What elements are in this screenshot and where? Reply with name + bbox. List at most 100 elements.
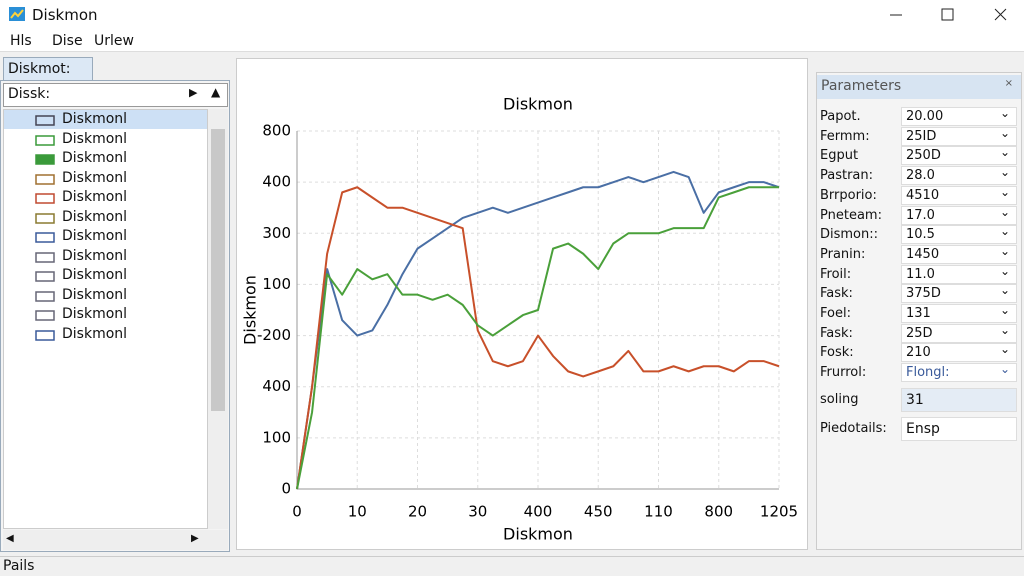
tree-label: Diskmonl [62,247,128,264]
x-tick-label: 800 [704,503,733,521]
tree-label: Diskmonl [62,267,128,283]
param-label: Piedotails: [820,421,887,436]
tree-label: Diskmonl [62,208,128,225]
tree-item[interactable]: Diskmonl [4,149,207,168]
series-line [296,170,780,490]
param-label: Frurrol: [820,365,867,381]
param-value[interactable]: 20.00 ⌄ [901,106,1017,126]
x-tick-label: 30 [468,503,487,521]
tree-label: Diskmonl [62,325,128,342]
combo-box[interactable]: Dissk: ▶ ▲ [3,83,228,107]
title-bar: Diskmon [0,0,1024,30]
dropdown-arrow: ⌄ [999,263,1010,278]
tree-icon [35,154,55,165]
param-value[interactable]: 17.0 ⌄ [901,204,1017,225]
series-line [296,186,780,490]
app-icon [9,7,25,21]
tree-icon [35,134,55,146]
tree-item[interactable]: Diskmonl [4,227,207,246]
y-tick-label: 0 [281,480,291,498]
h-scrollbar[interactable]: ◀ ▶ [3,530,228,550]
status-bar: Pails [0,556,1024,576]
x-tick-label: 110 [644,503,673,521]
v-scrollbar[interactable] [208,109,228,529]
tree-icon [35,212,55,224]
panel-tab[interactable]: Diskmot: [3,57,93,81]
param-value[interactable]: 210 ⌄ [901,342,1017,363]
y-tick-label: 300 [262,224,291,242]
y-tick-label: 400 [262,377,291,395]
tree-item[interactable]: Diskmonl [4,110,207,129]
dropdown-arrow: ⌄ [999,362,1010,377]
combo-up: ▲ [211,85,221,99]
window-title: Diskmon [32,6,98,24]
dropdown-arrow: ⌄ [999,165,1010,180]
x-tick-label: 10 [348,503,367,521]
param-label: Brrporio: [820,187,877,203]
param-value[interactable]: 375D ⌄ [901,283,1017,304]
scroll-thumb[interactable] [211,129,225,411]
combo-arrow: ▶ [189,86,198,99]
dropdown-arrow: ⌄ [999,303,1010,317]
tree-label: Diskmonl [62,169,128,186]
tree-item[interactable]: Diskmonl [4,266,207,285]
param-value[interactable]: 1450 ⌄ [901,243,1017,264]
parameters-panel: Parameters × Papot. 20.00 ⌄ Fermm: 25ID ⌄ Egput… [816,72,1022,550]
y-tick-label: 100 [262,275,291,293]
dropdown-arrow: ⌄ [999,125,1010,140]
menu-item[interactable]: Dise [52,33,83,49]
param-value[interactable]: 11.0 ⌄ [901,263,1017,284]
tree-icon [35,232,55,243]
menu-item[interactable]: Hls [10,33,32,49]
tree-label: Diskmonl [62,130,128,147]
y-tick-label: 800 [262,122,291,140]
dropdown-arrow: ⌄ [999,106,1010,120]
param-value[interactable]: Flongl: ⌄ [901,362,1017,383]
param-value[interactable]: Ensp [901,417,1017,441]
dropdown-arrow: ⌄ [999,243,1010,258]
chart: Diskmon Diskmon Diskmon 0100400-20010030… [236,58,808,550]
y-tick-label: 400 [262,173,291,191]
chart-title: Diskmon [503,95,573,114]
param-value[interactable]: 131 ⌄ [901,303,1017,323]
dropdown-arrow: ⌄ [999,342,1010,357]
param-label: Froil: [820,266,852,282]
tree-item[interactable]: Diskmonl [4,325,207,344]
series-line [296,186,779,490]
dropdown-arrow: ⌄ [999,224,1010,239]
menu-item[interactable]: Urlew [94,33,134,49]
window-controls[interactable] [880,0,1024,30]
dropdown-arrow: ⌄ [999,322,1010,337]
y-tick-label: -200 [257,326,291,344]
tree-item[interactable]: Diskmonl [4,130,207,149]
param-value[interactable]: 25D ⌄ [901,322,1017,343]
dropdown-arrow: ⌄ [999,204,1010,219]
panel-header: Parameters × [817,75,1021,99]
param-value[interactable]: 250D ⌄ [901,145,1017,166]
param-label: Fask: [820,325,853,341]
param-value[interactable]: 28.0 ⌄ [901,165,1017,186]
tree-item[interactable]: Diskmonl [4,208,207,227]
menu-bar: Hls Dise Urlew [0,30,1024,52]
tree-item[interactable]: Diskmonl [4,169,207,188]
panel-title: Parameters [821,78,902,94]
tree-item[interactable]: Diskmonl [4,247,207,266]
tree-icon [35,310,55,321]
x-tick-label: 450 [584,503,613,521]
combo-text: Dissk: [8,86,51,102]
dropdown-arrow: ⌄ [999,145,1010,160]
param-label: Fosk: [820,345,854,361]
param-label: Fask: [820,286,853,302]
param-value[interactable]: 4510 ⌄ [901,185,1017,205]
tree-item[interactable]: Diskmonl [4,286,207,305]
param-value[interactable]: 10.5 ⌄ [901,224,1017,245]
param-value[interactable]: 31 [901,388,1017,412]
tree-icon [35,329,55,341]
tree-item[interactable]: Diskmonl [4,305,207,324]
param-value[interactable]: 25ID ⌄ [901,125,1017,146]
tree-label: Diskmonl [62,228,128,244]
tree-icon [35,290,55,302]
tree-item[interactable]: Diskmonl [4,188,207,207]
param-label: soling [820,392,859,407]
